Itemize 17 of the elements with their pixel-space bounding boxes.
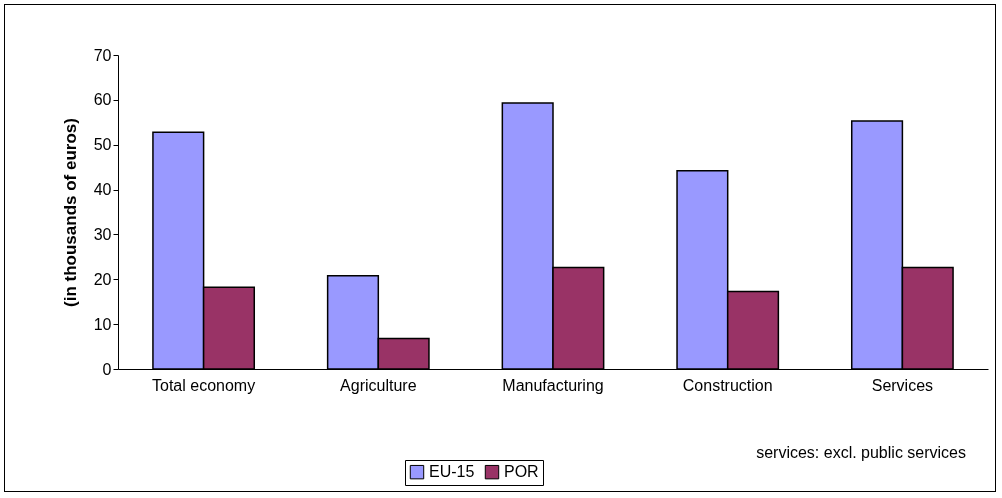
text: services: excl. public services bbox=[756, 444, 966, 461]
x-tick-label: Construction bbox=[682, 376, 773, 394]
y-tick-label: 40 bbox=[93, 181, 112, 199]
y-tick-label: 30 bbox=[93, 225, 112, 243]
legend-label: EU-15 bbox=[429, 463, 475, 481]
x-tick-label: Agriculture bbox=[340, 376, 417, 394]
y-tick-label: 50 bbox=[93, 136, 112, 154]
y-tick-label: 60 bbox=[93, 91, 112, 109]
x-tick-label: Manufacturing bbox=[502, 376, 604, 394]
x-tick-label: Services bbox=[871, 376, 934, 394]
y-tick-label: 70 bbox=[93, 46, 112, 64]
x-tick-label: Total economy bbox=[152, 376, 256, 394]
legend-label: POR bbox=[504, 463, 539, 481]
y-tick-label: 0 bbox=[102, 360, 112, 378]
y-axis-title: (in thousands of euros) bbox=[60, 118, 80, 307]
y-tick-label: 20 bbox=[93, 270, 112, 288]
y-tick-label: 10 bbox=[93, 315, 112, 333]
